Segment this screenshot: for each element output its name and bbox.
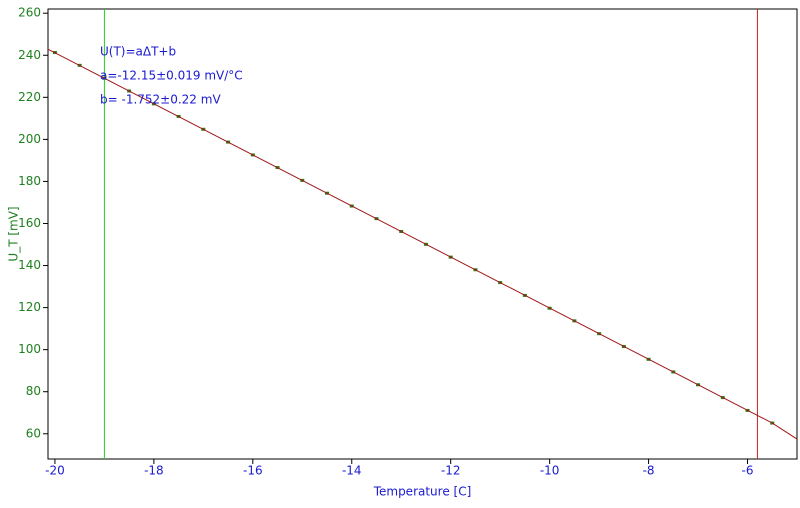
x-tick-label: -12 [441, 464, 461, 478]
x-tick-label: -20 [45, 464, 65, 478]
x-axis-label: Temperature [C] [373, 485, 472, 499]
x-tick-label: -6 [742, 464, 754, 478]
y-tick-label: 60 [26, 426, 41, 440]
y-tick-label: 200 [18, 132, 41, 146]
y-tick-label: 120 [18, 300, 41, 314]
fit-annotation: U(T)=aΔT+b [100, 45, 176, 59]
y-tick-label: 180 [18, 174, 41, 188]
fit-annotation: b= -1.752±0.22 mV [100, 93, 221, 107]
plot-area [47, 8, 798, 460]
y-tick-label: 160 [18, 216, 41, 230]
y-tick-label: 100 [18, 342, 41, 356]
y-tick-label: 220 [18, 90, 41, 104]
y-tick-label: 240 [18, 48, 41, 62]
y-tick-label: 80 [26, 384, 41, 398]
fit-annotation: a=-12.15±0.019 mV/°C [100, 69, 243, 83]
x-tick-label: -18 [144, 464, 164, 478]
x-tick-label: -10 [540, 464, 560, 478]
y-tick-label: 140 [18, 258, 41, 272]
fit-line [47, 48, 798, 440]
x-tick-label: -16 [243, 464, 263, 478]
x-tick-label: -14 [342, 464, 362, 478]
y-axis-label: U_T [mV] [7, 206, 21, 261]
x-tick-label: -8 [643, 464, 655, 478]
y-tick-label: 260 [18, 6, 41, 20]
